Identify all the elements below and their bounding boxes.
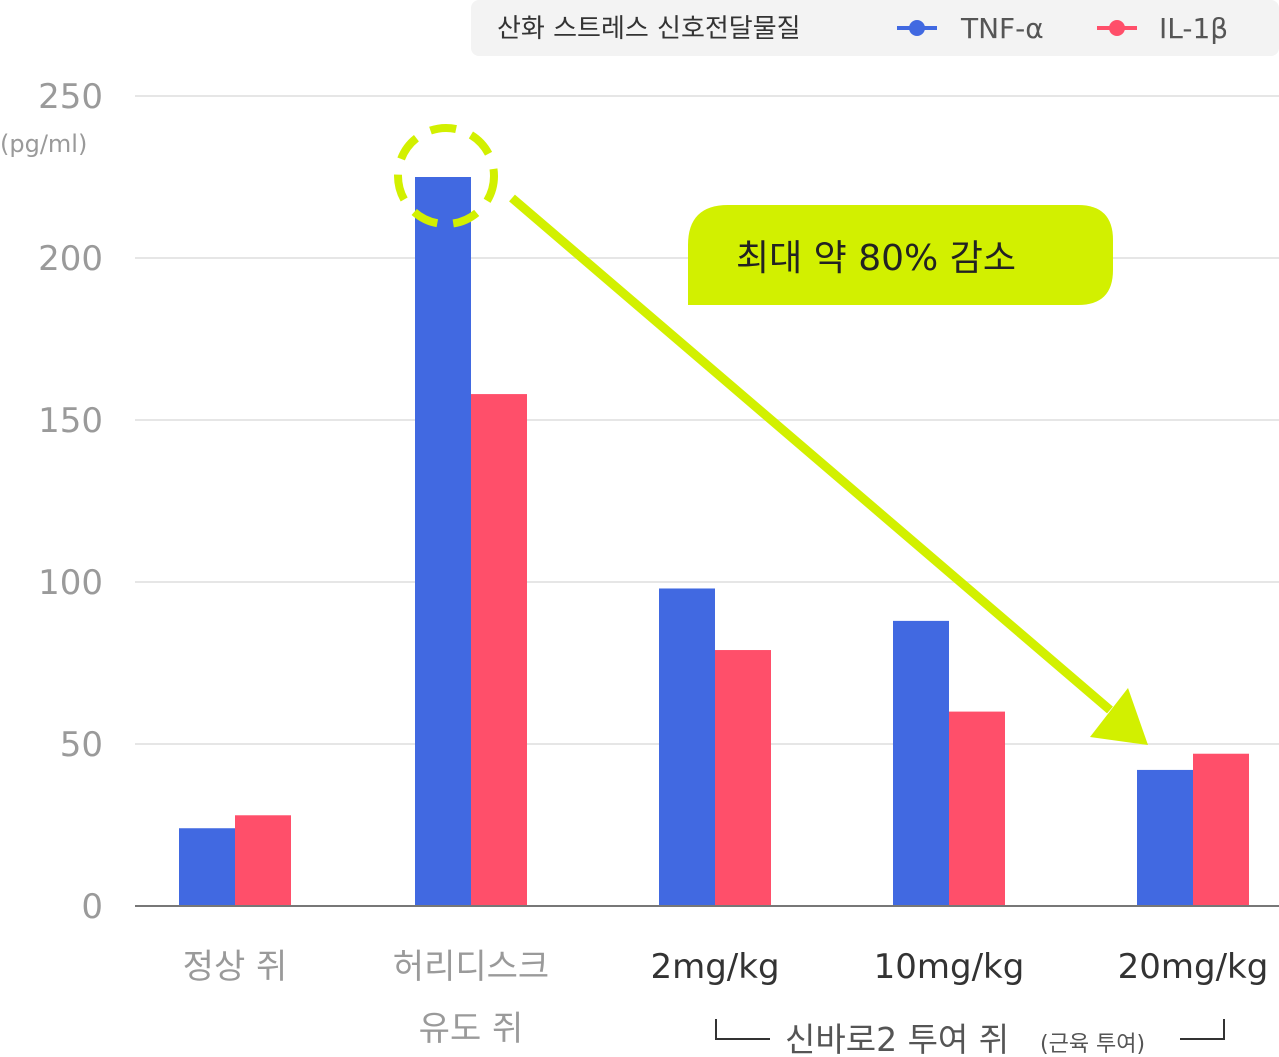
y-tick-label: 250 bbox=[38, 77, 103, 117]
group-label-main: 신바로2 투여 쥐 bbox=[785, 1020, 1009, 1057]
legend: 산화 스트레스 신호전달물질 TNF-α IL-1β bbox=[471, 0, 1279, 56]
x-tick-label: 유도 쥐 bbox=[419, 1009, 524, 1049]
legend-marker-il bbox=[1109, 20, 1125, 36]
bars bbox=[179, 177, 1249, 906]
bar-tnf bbox=[1137, 769, 1193, 906]
bar-il bbox=[471, 394, 527, 906]
legend-title: 산화 스트레스 신호전달물질 bbox=[497, 14, 801, 44]
bar-tnf bbox=[659, 588, 715, 906]
x-tick-label: 10mg/kg bbox=[874, 947, 1025, 987]
y-tick-label: 0 bbox=[81, 887, 103, 927]
x-tick-label: 2mg/kg bbox=[650, 947, 779, 987]
legend-marker-tnf bbox=[909, 20, 925, 36]
legend-background bbox=[471, 0, 1279, 56]
callout-bubble bbox=[688, 205, 1113, 305]
decrease-arrow-head bbox=[1090, 688, 1148, 745]
y-axis: 0 50 100 150 200 250 bbox=[38, 77, 103, 927]
legend-label-tnf: TNF-α bbox=[960, 12, 1044, 45]
legend-item-tnf: TNF-α bbox=[897, 12, 1044, 45]
bar-il bbox=[1193, 753, 1249, 906]
x-tick-label: 정상 쥐 bbox=[183, 947, 288, 987]
decrease-arrow-line bbox=[509, 194, 1113, 714]
group-label-sub: (근육 투여) bbox=[1040, 1032, 1145, 1057]
bar-il bbox=[235, 815, 291, 906]
bar-il bbox=[949, 711, 1005, 906]
y-axis-unit: (pg/ml) bbox=[0, 130, 87, 158]
y-tick-label: 200 bbox=[38, 239, 103, 279]
legend-label-il: IL-1β bbox=[1159, 12, 1228, 45]
y-tick-label: 100 bbox=[38, 563, 103, 603]
legend-item-il: IL-1β bbox=[1097, 12, 1228, 45]
bar-tnf bbox=[179, 828, 235, 906]
callout-text: 최대 약 80% 감소 bbox=[736, 238, 1016, 279]
bracket-left bbox=[715, 1019, 770, 1040]
bar-il bbox=[715, 650, 771, 906]
group-bracket: 신바로2 투여 쥐 (근육 투여) bbox=[715, 1019, 1225, 1057]
bracket-right bbox=[1180, 1019, 1225, 1040]
annotation: 최대 약 80% 감소 bbox=[394, 124, 1148, 745]
highlight-dashed-circle bbox=[394, 124, 498, 228]
y-tick-label: 150 bbox=[38, 401, 103, 441]
x-tick-label: 허리디스크 bbox=[393, 947, 549, 987]
bar-tnf bbox=[415, 177, 471, 906]
x-tick-label: 20mg/kg bbox=[1118, 947, 1269, 987]
y-tick-label: 50 bbox=[60, 725, 103, 765]
bar-tnf bbox=[893, 620, 949, 906]
